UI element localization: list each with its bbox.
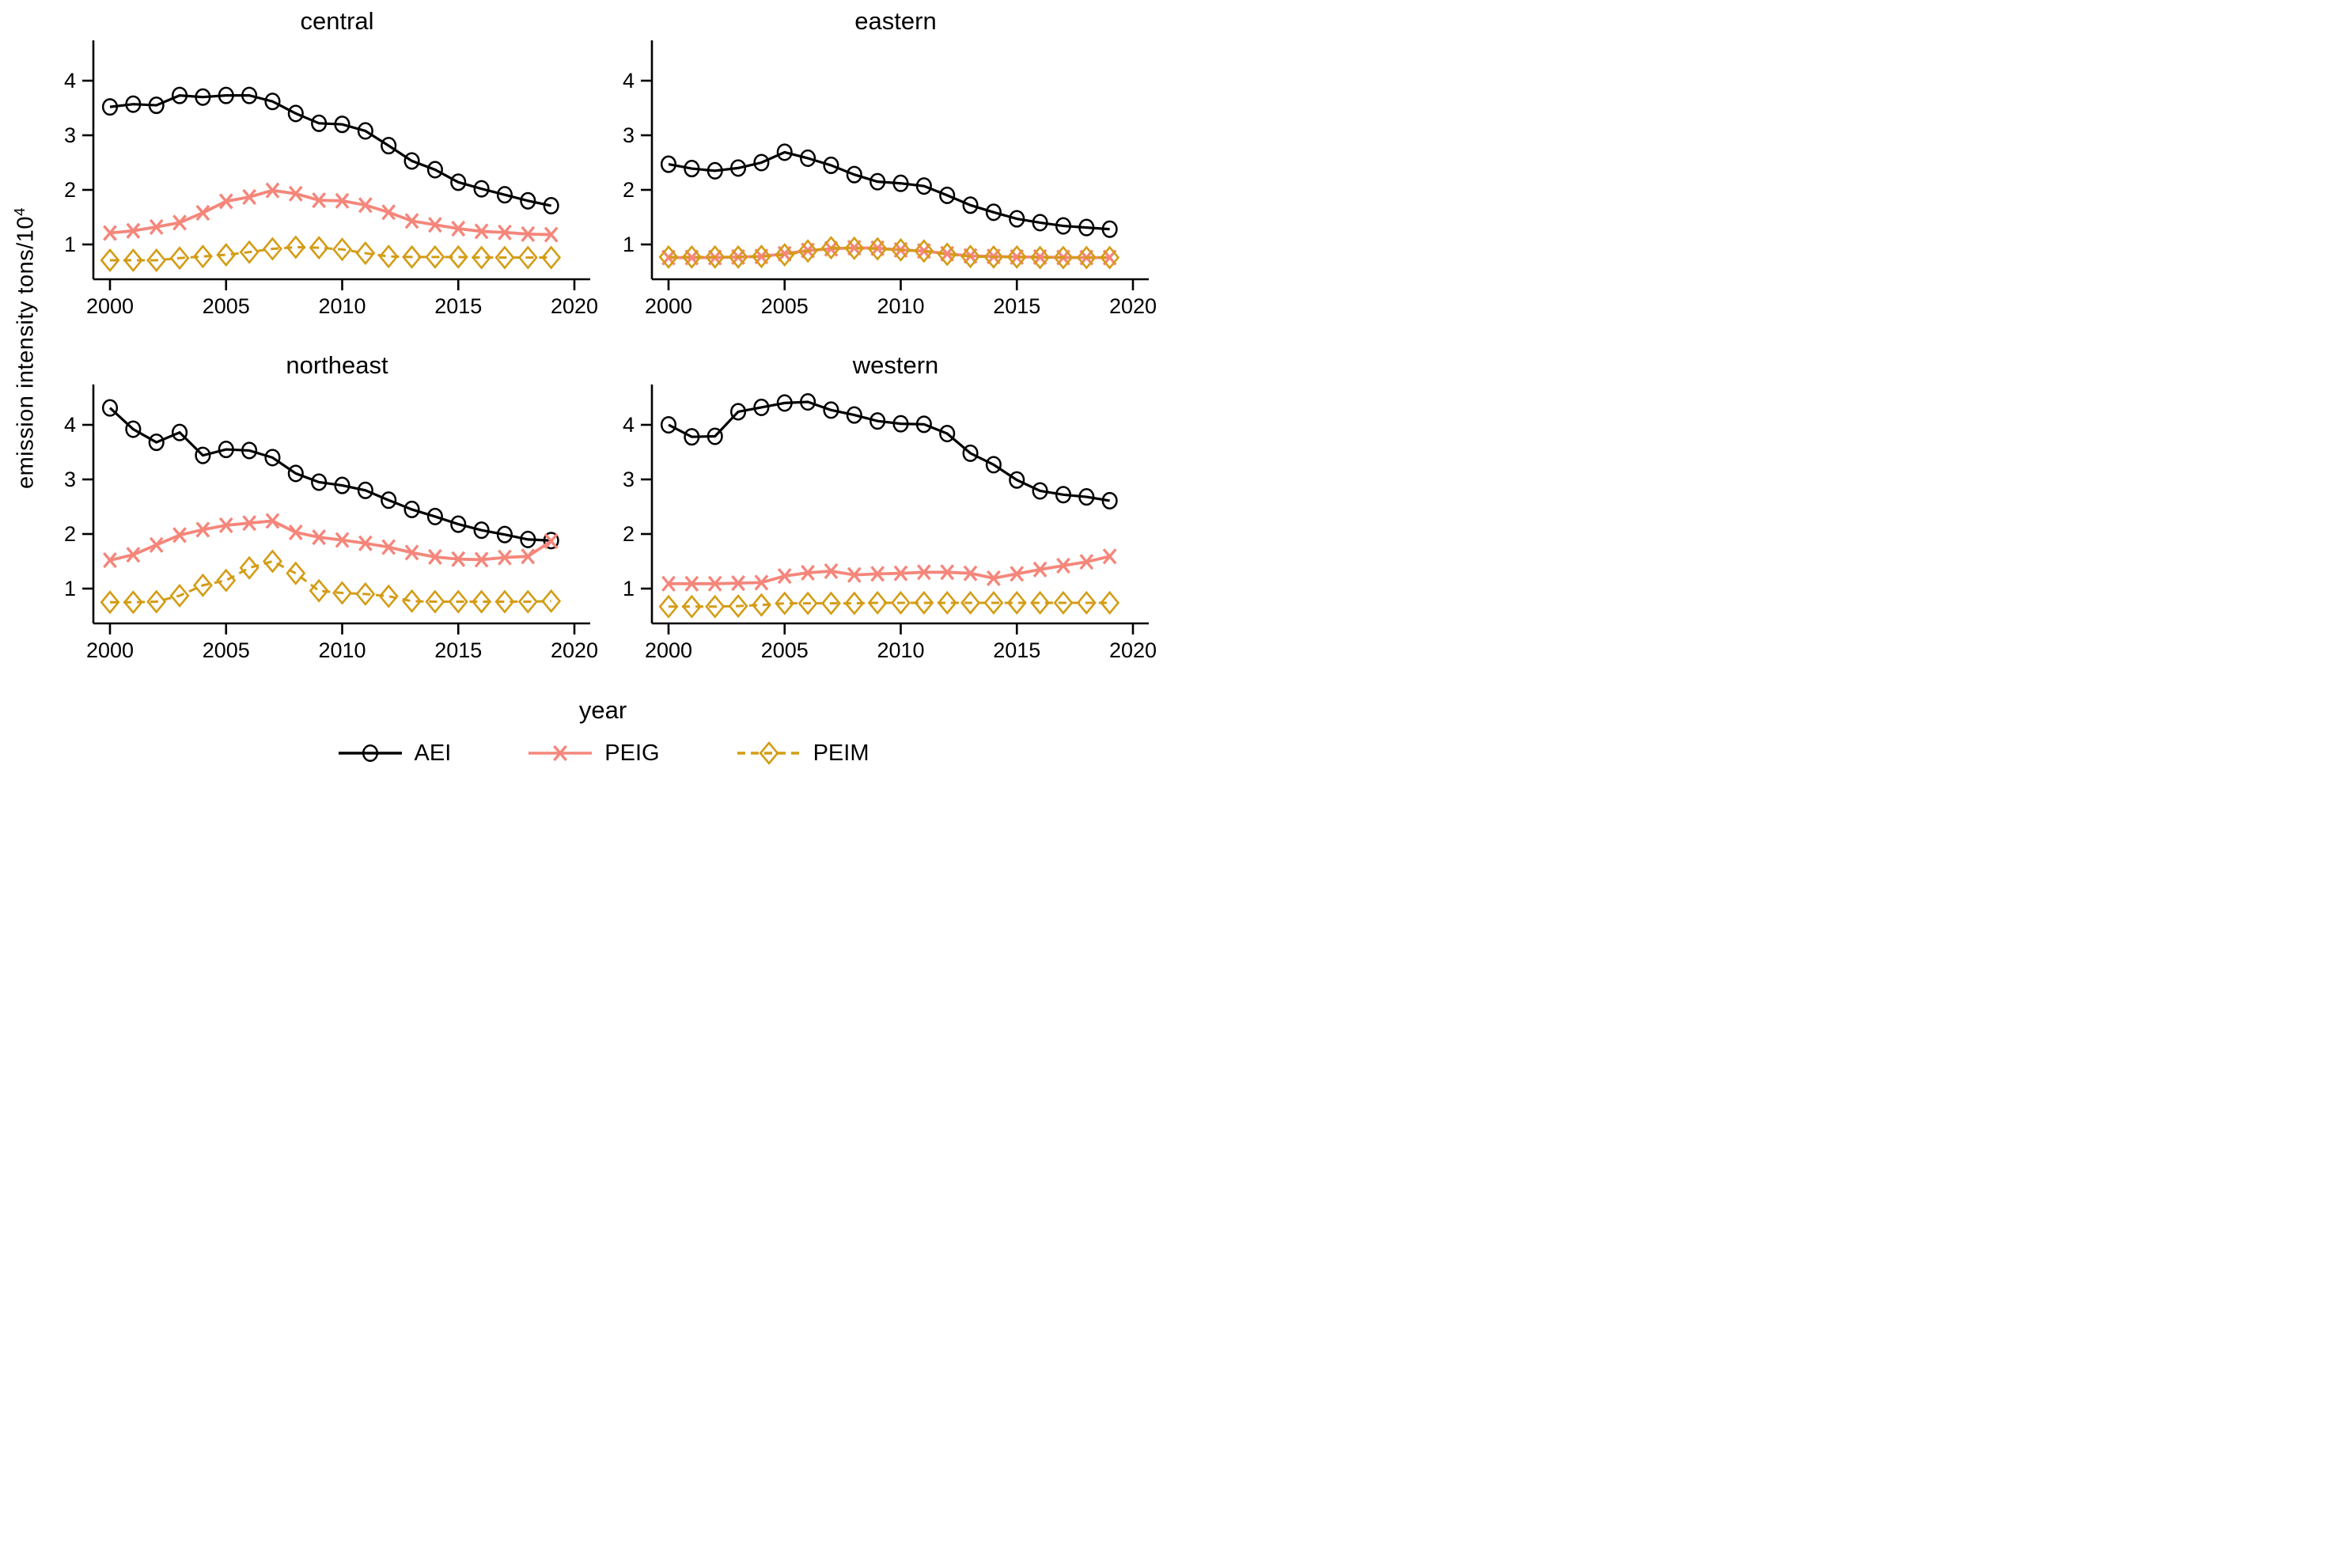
y-tick-label: 3 [64, 123, 76, 147]
legend-glyph-peig [528, 744, 593, 762]
y-axis-label-exponent: 4 [11, 206, 28, 216]
series-peig [661, 548, 1117, 592]
y-tick-label: 4 [623, 69, 635, 93]
x-tick-label: 2015 [993, 294, 1040, 316]
series-peim [100, 235, 562, 273]
chart-canvas-western: 1 2 3 4 2000 2005 2010 2015 2020 [623, 384, 1157, 662]
panel-eastern: eastern 1 2 3 4 2000 2005 2010 2015 2020 [603, 5, 1157, 320]
x-tick-label: 2010 [877, 638, 924, 661]
y-tick-label: 3 [623, 468, 635, 491]
panel-central: central 1 2 3 4 2000 2005 2010 2015 2020 [44, 5, 598, 320]
y-tick-label: 1 [64, 577, 76, 600]
x-tick-label: 2000 [86, 294, 134, 316]
y-tick-label: 2 [64, 178, 76, 202]
x-tick-label: 2020 [551, 638, 598, 661]
series-aei [660, 392, 1118, 509]
x-tick-label: 2000 [645, 294, 692, 316]
y-tick-label: 4 [623, 413, 635, 437]
x-tick-label: 2020 [551, 294, 598, 316]
x-tick-label: 2020 [1109, 294, 1157, 316]
y-tick-label: 4 [64, 413, 76, 437]
axes: 1 2 3 4 2000 2005 2010 2015 2020 [64, 384, 598, 662]
series-peim [658, 236, 1120, 270]
series-aei [101, 399, 559, 550]
panel-title-northeast: northeast [286, 351, 388, 379]
y-tick-label: 1 [623, 233, 635, 256]
y-tick-label: 2 [623, 522, 635, 546]
chart-canvas-northeast: 1 2 3 4 2000 2005 2010 2015 2020 [64, 384, 598, 662]
x-tick-label: 2005 [761, 294, 809, 316]
chart-canvas-central: 1 2 3 4 2000 2005 2010 2015 2020 [64, 40, 598, 318]
legend-label-aei: AEI [414, 740, 452, 766]
legend: AEI PEIG PEIM [44, 740, 1161, 767]
x-tick-label: 2015 [993, 638, 1040, 661]
axes: 1 2 3 4 2000 2005 2010 2015 2020 [64, 40, 598, 318]
x-tick-label: 2020 [1109, 638, 1157, 661]
legend-glyph-aei [338, 744, 402, 763]
series-peig [661, 240, 1117, 266]
x-tick-label: 2005 [203, 294, 250, 316]
legend-glyph-peim [737, 740, 801, 766]
y-tick-label: 3 [623, 123, 635, 147]
panel-title-western: western [852, 351, 939, 379]
x-tick-label: 2015 [434, 638, 482, 661]
panel-title-eastern: eastern [854, 7, 937, 35]
legend-label-peim: PEIM [813, 740, 869, 766]
legend-item-peim: PEIM [736, 740, 869, 767]
x-tick-label: 2010 [318, 294, 366, 316]
x-tick-label: 2015 [434, 294, 482, 316]
axes: 1 2 3 4 2000 2005 2010 2015 2020 [623, 40, 1157, 318]
series-aei [660, 143, 1118, 238]
axes: 1 2 3 4 2000 2005 2010 2015 2020 [623, 384, 1157, 662]
x-tick-label: 2005 [203, 638, 250, 661]
x-axis-label: year [578, 696, 627, 724]
y-tick-label: 1 [64, 233, 76, 256]
series-peim [658, 590, 1120, 619]
panel-western: western 1 2 3 4 2000 2005 2010 2015 2020 [603, 349, 1157, 665]
chart-canvas-eastern: 1 2 3 4 2000 2005 2010 2015 2020 [623, 40, 1157, 318]
y-tick-label: 3 [64, 468, 76, 491]
legend-marker-peim-icon [737, 740, 801, 766]
y-axis-label-text: emission intensity tons/10 [13, 215, 39, 489]
legend-marker-peig-icon [528, 744, 593, 762]
x-tick-label: 2005 [761, 638, 809, 661]
panel-title-central: central [300, 7, 374, 35]
x-tick-label: 2000 [645, 638, 692, 661]
series-peig [103, 182, 559, 243]
panel-northeast: northeast 1 2 3 4 2000 2005 2010 2015 2020 [44, 349, 598, 665]
x-tick-label: 2010 [877, 294, 924, 316]
y-tick-label: 1 [623, 577, 635, 600]
series-aei [101, 86, 559, 215]
legend-label-peig: PEIG [604, 740, 660, 766]
x-tick-label: 2000 [86, 638, 134, 661]
legend-item-aei: AEI [337, 740, 452, 767]
panel-grid: central 1 2 3 4 2000 2005 2010 2015 2020 eastern… [44, 5, 1161, 665]
y-tick-label: 2 [623, 178, 635, 202]
y-tick-label: 4 [64, 69, 76, 93]
legend-item-peig: PEIG [527, 740, 660, 767]
series-peim [100, 549, 562, 615]
y-tick-label: 2 [64, 522, 76, 546]
legend-marker-aei-icon [338, 744, 402, 763]
series-peig [103, 513, 559, 569]
x-tick-label: 2010 [318, 638, 366, 661]
y-axis-label: emission intensity tons/104 [11, 207, 40, 489]
